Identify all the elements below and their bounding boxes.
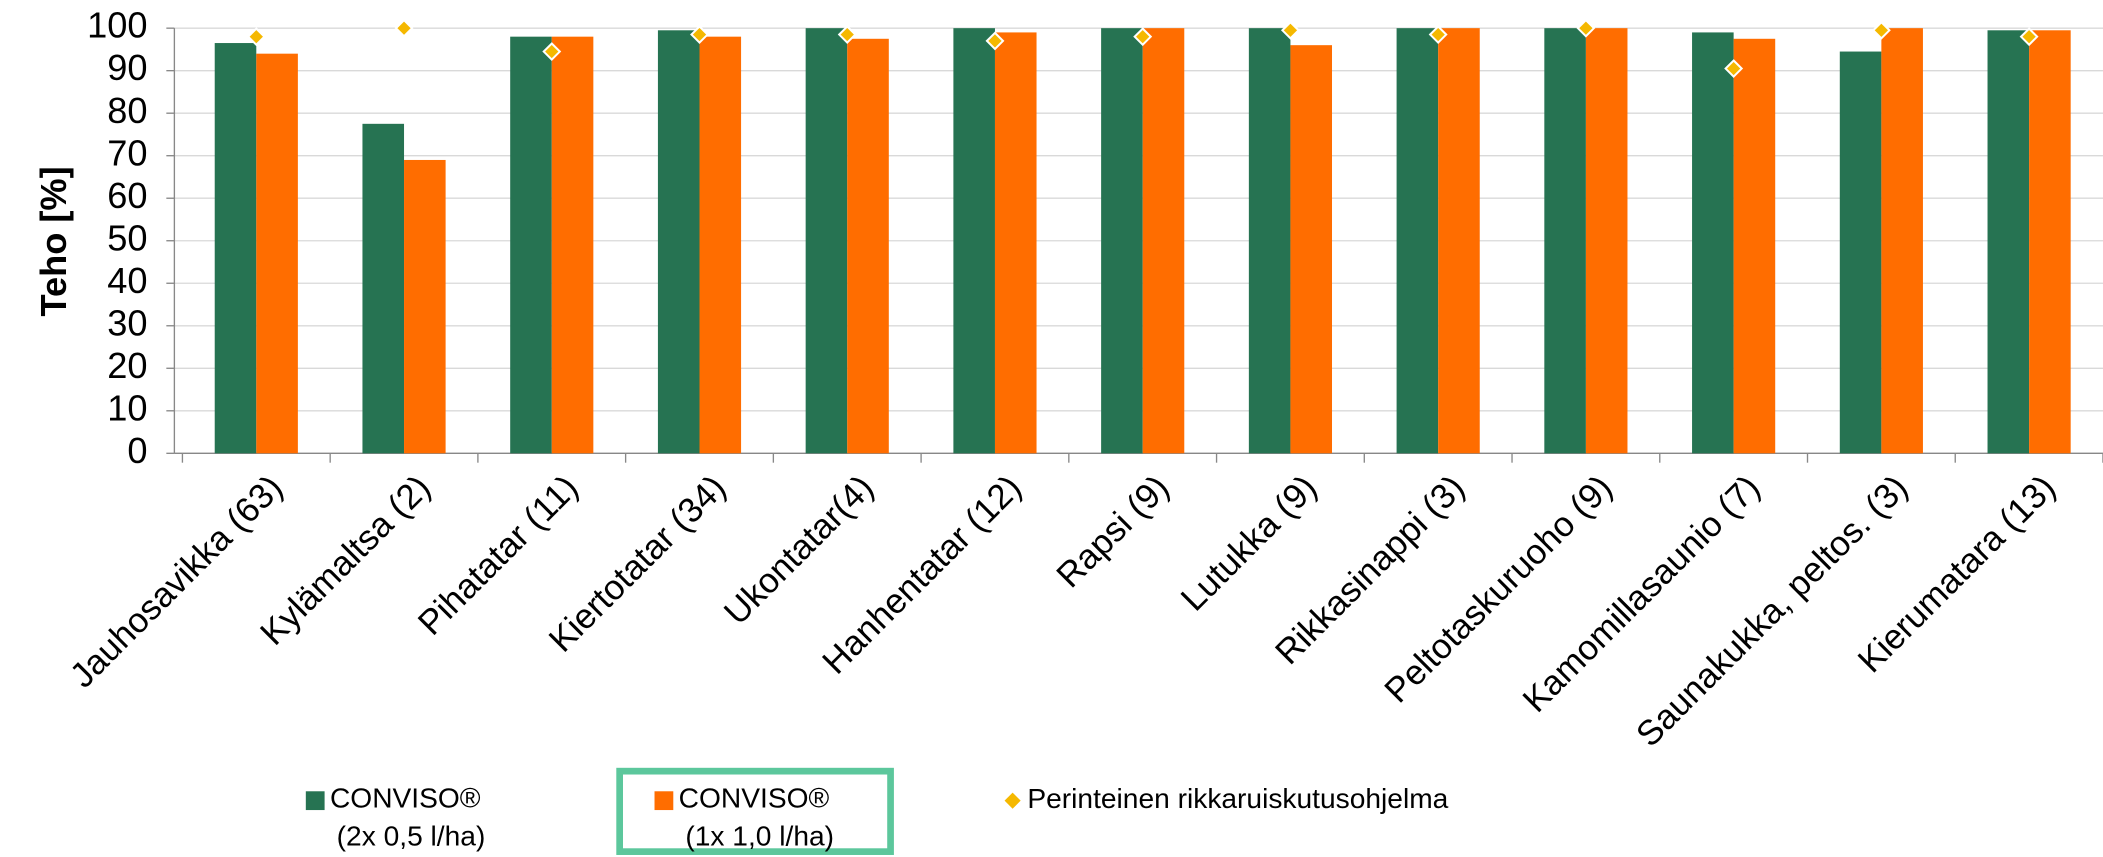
legend-swatch (305, 791, 325, 811)
bar (1438, 28, 1480, 454)
y-tick-label: 30 (107, 302, 147, 343)
marker (1280, 20, 1300, 40)
marker (246, 27, 266, 47)
marker (985, 31, 1005, 51)
marker (1871, 20, 1891, 40)
bar (2029, 30, 2071, 454)
bar (1101, 28, 1143, 454)
y-tick-label: 60 (107, 175, 147, 216)
bar (256, 53, 298, 454)
bar (1396, 28, 1439, 454)
bar (362, 123, 405, 454)
marker (1724, 59, 1744, 79)
marker (1428, 25, 1448, 45)
x-tick-label: Lutukka (9) (1173, 468, 1324, 619)
x-tick-label: Saunakukka, peltos. (3) (1629, 468, 1916, 755)
bar (404, 159, 446, 454)
bar (1987, 30, 2030, 454)
y-tick-label: 40 (107, 260, 147, 301)
bar (1290, 45, 1333, 454)
marker (837, 25, 857, 45)
y-tick-label: 20 (107, 345, 147, 386)
bar (510, 36, 552, 454)
bar (805, 28, 848, 454)
y-axis-label: Teho [%] (33, 166, 74, 316)
legend-label: CONVISO® (2x 0,5 l/ha) (330, 783, 485, 852)
bar (1544, 28, 1586, 454)
y-tick-label: 70 (107, 132, 147, 173)
y-tick-label: 0 (127, 430, 147, 471)
x-tick-label: Jauhosavikka (63) (63, 468, 291, 696)
bar (1733, 38, 1776, 454)
bar (847, 38, 889, 454)
y-tick-label: 100 (87, 5, 147, 46)
marker (690, 25, 709, 45)
marker (1576, 18, 1596, 38)
x-tick-label: Ukontatar(4) (717, 468, 882, 633)
bar (1839, 51, 1882, 454)
bar (1248, 28, 1291, 454)
y-tick-label: 80 (107, 90, 147, 131)
legend-swatch (1004, 792, 1021, 809)
y-tick-label: 10 (107, 387, 147, 428)
marker (2019, 27, 2039, 47)
bar (214, 43, 257, 454)
marker (1133, 27, 1153, 47)
legend-label: Perinteinen rikkaruiskutusohjelma (1027, 783, 1448, 814)
bar (657, 30, 700, 454)
legend-highlight (616, 767, 894, 855)
y-tick-label: 90 (107, 47, 147, 88)
bar (1881, 28, 1923, 454)
marker (542, 42, 562, 62)
bar (551, 36, 594, 454)
y-tick-label: 50 (107, 217, 147, 258)
marker (394, 18, 414, 38)
bar (1585, 28, 1628, 454)
bar (953, 28, 995, 454)
bar (1692, 32, 1734, 454)
legend-label: CONVISO® (1x 1,0 l/ha) (679, 783, 834, 852)
bar (699, 36, 742, 454)
legend-swatch (654, 791, 674, 811)
bar (994, 32, 1037, 454)
bar (1142, 28, 1185, 454)
x-tick-label: Rapsi (9) (1049, 468, 1177, 596)
